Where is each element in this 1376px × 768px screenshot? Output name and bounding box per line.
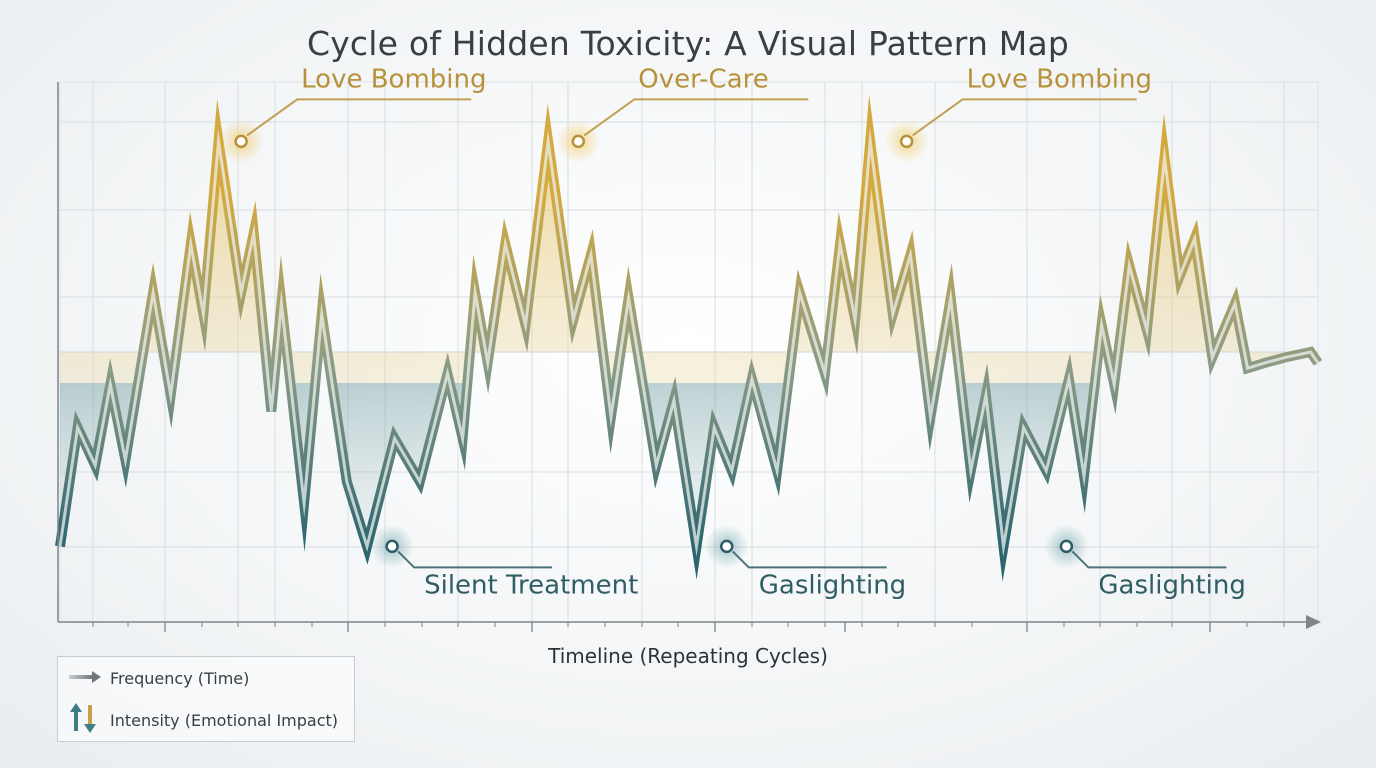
annotation-label: Gaslighting — [759, 570, 906, 600]
legend: Frequency (Time) Intensity (Emotional Im… — [57, 656, 355, 742]
legend-item-intensity: Intensity (Emotional Impact) — [68, 701, 338, 739]
annotation-label: Over-Care — [638, 64, 768, 94]
x-axis-arrowhead — [1306, 615, 1321, 629]
axes — [57, 82, 1321, 632]
annotation-leader — [732, 550, 887, 569]
peak-marker — [234, 134, 248, 149]
chart-title: Cycle of Hidden Toxicity: A Visual Patte… — [306, 24, 1070, 63]
annotation-leader — [583, 98, 809, 137]
peak-marker — [571, 134, 586, 149]
legend-label-frequency: Frequency (Time) — [110, 669, 250, 688]
annotations: Love Bombing Over-Care Love Bombing Silent … — [219, 64, 1246, 600]
arrow-right-icon — [68, 669, 102, 688]
legend-item-frequency: Frequency (Time) — [68, 669, 249, 688]
x-axis-label: Timeline (Repeating Cycles) — [548, 644, 828, 668]
annotation-label: Silent Treatment — [424, 570, 638, 600]
peak-marker — [899, 134, 914, 149]
annotation-leader — [912, 98, 1137, 137]
annotation-leader — [397, 550, 553, 569]
area-fill-negative — [60, 383, 1115, 547]
trough-marker — [719, 539, 734, 554]
annotation-label: Gaslighting — [1098, 570, 1245, 600]
annotation-leader — [246, 98, 472, 137]
annotation-label: Love Bombing — [967, 64, 1152, 94]
trough-marker — [385, 539, 399, 554]
legend-label-intensity: Intensity (Emotional Impact) — [110, 710, 339, 730]
trough-marker — [1059, 539, 1074, 554]
pattern-line — [55, 94, 1323, 582]
up-down-arrows-icon — [68, 701, 102, 739]
annotation-leader — [1071, 550, 1227, 569]
series-line-highlight — [58, 127, 1320, 558]
annotation-label: Love Bombing — [301, 64, 486, 94]
